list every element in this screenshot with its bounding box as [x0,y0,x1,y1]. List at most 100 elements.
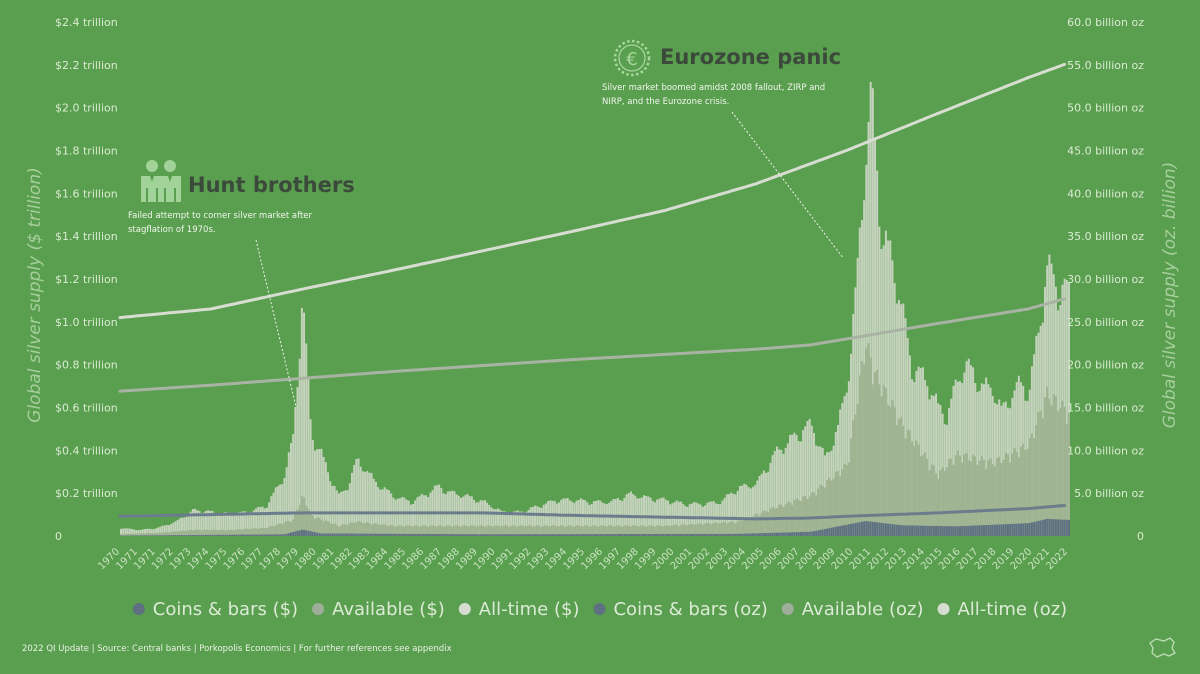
coins-bars-usd-bar [1039,520,1042,536]
all-time-usd-bar [427,497,430,536]
all-time-usd-bar [732,493,735,536]
available-usd-bar [174,531,177,536]
coins-bars-usd-bar [582,534,584,536]
all-time-usd-bar [839,409,842,536]
coins-bars-usd-bar [534,534,537,536]
all-time-usd-bar [747,487,750,536]
available-usd-bar [680,524,683,536]
available-usd-bar [379,525,382,536]
coins-bars-usd-bar [146,535,149,536]
coins-bars-usd-bar [322,533,325,536]
all-time-usd-bar [562,498,565,536]
available-usd-bar [867,343,870,536]
x-axis: 1970197119711972197319741975197619771978… [96,546,1070,572]
available-usd-bar [562,525,565,536]
all-time-usd-bar [191,508,194,536]
all-time-usd-bar [734,494,737,536]
available-usd-bar [531,526,534,536]
legend-swatch [593,603,606,615]
available-usd-bar [950,458,953,536]
coins-bars-usd-bar [364,533,367,536]
all-time-usd-bar [181,517,183,536]
all-time-usd-bar [139,529,142,536]
available-usd-bar [549,526,552,536]
all-time-usd-bar [758,475,761,536]
coins-bars-usd-bar [353,533,356,536]
coins-bars-usd-bar [969,525,972,536]
all-time-usd-bar [320,448,323,536]
coins-bars-usd-bar [313,532,316,536]
available-usd-bar [501,526,504,536]
available-usd-bar [327,521,329,536]
all-time-usd-bar [1068,282,1070,536]
available-usd-bar [959,455,961,536]
all-time-usd-bar [327,472,329,536]
available-usd-bar [996,457,999,536]
all-time-usd-bar [128,528,131,536]
all-time-usd-bar [671,503,674,536]
coins-bars-usd-bar [989,524,992,536]
available-usd-bar [882,385,885,536]
coins-bars-usd-bar [418,533,421,536]
coins-bars-usd-bar [586,534,589,536]
coins-bars-usd-bar [392,533,395,536]
available-usd-bar [366,522,369,536]
all-time-usd-bar [416,497,419,536]
available-usd-bar [717,523,720,536]
available-usd-bar [817,488,820,536]
available-usd-bar [684,524,687,536]
available-usd-bar [499,526,502,536]
coins-bars-usd-bar [553,534,556,536]
coins-bars-usd-bar [388,533,391,536]
available-usd-bar [239,529,242,536]
coins-bars-usd-bar [926,525,929,536]
coins-bars-usd-bar [231,534,234,536]
available-usd-bar [745,517,748,536]
coins-bars-usd-bar [427,533,430,536]
coins-bars-usd-bar [257,534,260,536]
coins-bars-usd-bar [998,524,1001,536]
available-usd-bar [762,510,765,536]
coins-bars-usd-bar [673,533,676,536]
all-time-usd-bar [398,498,401,536]
coins-bars-usd-bar [983,525,985,536]
available-usd-bar [392,525,395,536]
coins-bars-usd-bar [176,535,179,536]
coins-bars-usd-bar [900,525,903,536]
coins-bars-usd-bar [647,534,650,536]
available-usd-bar [588,526,591,536]
all-time-usd-bar [571,501,574,536]
all-time-usd-bar [869,81,872,537]
legend-label: Available ($) [332,599,445,620]
coins-bars-usd-bar [660,533,663,536]
all-time-usd-bar [211,510,214,536]
coins-bars-usd-bar [943,526,946,536]
available-usd-bar [412,526,414,536]
available-usd-bar [331,523,334,536]
coins-bars-usd-bar [782,532,785,536]
available-usd-bar [486,525,489,536]
y-tick-label: $2.2 trillion [55,59,118,72]
available-usd-bar [124,533,127,536]
available-usd-bar [586,525,589,536]
coins-bars-usd-bar [340,533,343,536]
available-usd-bar [880,396,883,536]
available-usd-bar [207,529,210,536]
coins-bars-usd-bar [335,533,338,536]
coins-bars-usd-bar [597,534,600,536]
available-usd-bar [828,477,831,536]
coins-bars-usd-bar [690,533,693,536]
available-usd-bar [597,526,600,536]
available-usd-bar [468,526,471,536]
all-time-usd-bar [300,307,303,536]
all-time-usd-bar [167,525,170,536]
coins-bars-usd-bar [863,521,866,536]
all-time-usd-bar [296,386,299,536]
all-time-usd-bar [514,511,517,536]
all-time-usd-bar [366,471,369,536]
all-time-usd-bar [287,452,290,536]
coins-bars-usd-bar [974,525,977,536]
available-usd-bar [1022,443,1025,536]
available-usd-bar [444,526,447,536]
coins-bars-usd-bar [638,534,641,536]
